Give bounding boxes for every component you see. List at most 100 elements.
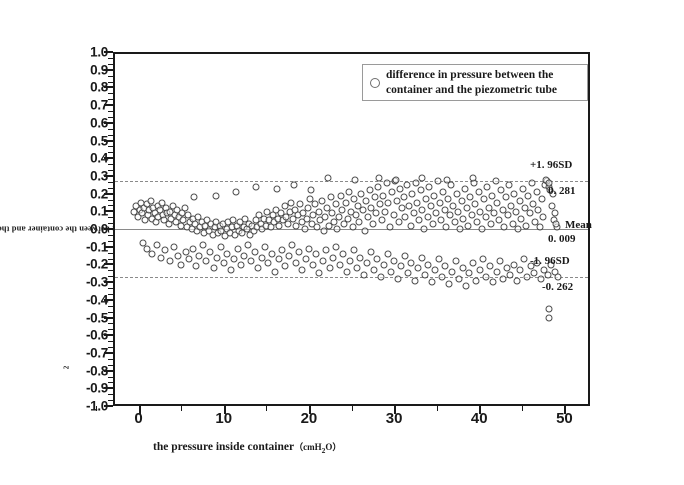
- scatter-point: [502, 193, 510, 201]
- x-axis-minor-tick: [521, 406, 523, 411]
- y-axis-tick-label: -0.4: [85, 292, 108, 308]
- scatter-point: [332, 243, 340, 251]
- scatter-point: [505, 181, 513, 189]
- scatter-point: [367, 204, 375, 212]
- y-axis-tick: [104, 51, 113, 53]
- scatter-point: [519, 185, 527, 193]
- scatter-point: [203, 216, 211, 224]
- scatter-point: [309, 211, 317, 219]
- x-axis-minor-tick: [181, 406, 183, 411]
- scatter-point: [352, 211, 360, 219]
- y-axis-tick-label: 0.1: [90, 203, 108, 219]
- y-axis-minor-tick: [108, 81, 113, 83]
- y-axis-tick-label: 0.7: [90, 97, 108, 113]
- scatter-point: [405, 202, 413, 210]
- y-axis-minor-tick: [108, 293, 113, 295]
- scatter-point: [472, 277, 480, 285]
- scatter-point: [493, 199, 501, 207]
- scatter-point: [436, 199, 444, 207]
- scatter-point: [536, 223, 544, 231]
- scatter-point: [189, 245, 196, 253]
- scatter-point: [554, 273, 562, 281]
- x-axis-unit: （cmH2O）: [294, 442, 342, 455]
- scatter-point: [345, 188, 353, 196]
- scatter-point: [401, 252, 409, 260]
- scatter-point: [376, 200, 384, 208]
- y-axis-minor-tick: [108, 205, 113, 207]
- y-axis-tick: [104, 387, 113, 390]
- scatter-point: [199, 241, 207, 249]
- y-axis-tick: [104, 405, 113, 407]
- scatter-point: [298, 266, 306, 274]
- scatter-point: [255, 211, 263, 219]
- scatter-point: [432, 209, 440, 217]
- y-axis-tick-marks: [100, 51, 113, 407]
- scatter-point: [306, 195, 314, 203]
- x-axis-tick: [394, 406, 397, 414]
- scatter-point: [221, 232, 229, 240]
- y-axis-tick: [104, 104, 113, 107]
- scatter-point: [463, 204, 471, 212]
- scatter-point: [551, 209, 559, 217]
- lower-limit-of-agreement-value: -0. 262: [542, 281, 574, 294]
- scatter-point: [489, 278, 497, 286]
- scatter-point: [441, 206, 449, 214]
- scatter-point: [490, 209, 498, 217]
- scatter-point: [350, 195, 358, 203]
- x-axis-unit-close: O）: [325, 442, 342, 452]
- scatter-point: [475, 188, 483, 196]
- y-axis-tick: [104, 157, 113, 160]
- y-axis-tick: [104, 298, 113, 301]
- legend-label: difference in pressure between the conta…: [386, 69, 557, 96]
- y-axis-minor-tick: [108, 63, 113, 65]
- scatter-point: [305, 245, 313, 253]
- y-axis-tick: [104, 369, 113, 372]
- y-axis-tick: [104, 334, 113, 337]
- y-axis-minor-tick: [108, 116, 113, 118]
- y-axis-tick-label: -0.3: [85, 274, 108, 290]
- y-axis-minor-tick: [108, 187, 113, 189]
- y-axis-minor-tick: [108, 134, 113, 136]
- scatter-point: [338, 206, 346, 214]
- y-axis-tick-labels: 1.0 0.9 0.8 0.7 0.6 0.5 0.4 0.3 0.2 0.1 0.0 -0.1 -0.…: [62, 45, 108, 414]
- scatter-point: [192, 262, 200, 270]
- scatter-point: [487, 220, 495, 228]
- scatter-point: [244, 241, 252, 249]
- y-axis-minor-tick: [108, 170, 113, 171]
- scatter-point: [272, 206, 280, 214]
- x-axis-minor-tick: [436, 406, 438, 411]
- y-axis-minor-tick: [108, 234, 113, 236]
- scatter-point: [522, 222, 530, 230]
- scatter-point: [469, 174, 477, 182]
- scatter-point: [427, 202, 435, 210]
- x-axis-tick-label: 40: [470, 410, 488, 427]
- scatter-point: [418, 206, 426, 214]
- scatter-point: [421, 271, 429, 279]
- scatter-point: [415, 216, 423, 224]
- scatter-point: [182, 248, 190, 256]
- scatter-point: [431, 266, 439, 274]
- scatter-point: [173, 206, 181, 214]
- scatter-point: [342, 199, 350, 207]
- x-axis-tick-label: 50: [556, 410, 573, 427]
- scatter-point: [517, 215, 525, 223]
- y-axis-minor-tick: [108, 394, 113, 396]
- scatter-point: [400, 193, 408, 201]
- scatter-point: [403, 181, 411, 189]
- scatter-point: [412, 179, 420, 187]
- scatter-point: [441, 262, 449, 270]
- scatter-point: [190, 193, 198, 201]
- scatter-point: [169, 202, 177, 210]
- x-axis-unit-subscript: 2: [321, 445, 326, 455]
- mean-bias-label: Mean: [565, 219, 592, 232]
- scatter-point: [530, 269, 538, 277]
- scatter-point: [366, 186, 374, 194]
- y-axis-minor-tick: [108, 347, 113, 348]
- scatter-point: [363, 259, 371, 267]
- scatter-point: [373, 255, 381, 263]
- x-axis-tick: [564, 406, 567, 414]
- x-axis-tick-label: 30: [385, 410, 403, 427]
- y-axis-tick-label: 0.6: [90, 115, 108, 131]
- x-axis-minor-tick: [266, 406, 268, 411]
- scatter-point: [533, 259, 541, 267]
